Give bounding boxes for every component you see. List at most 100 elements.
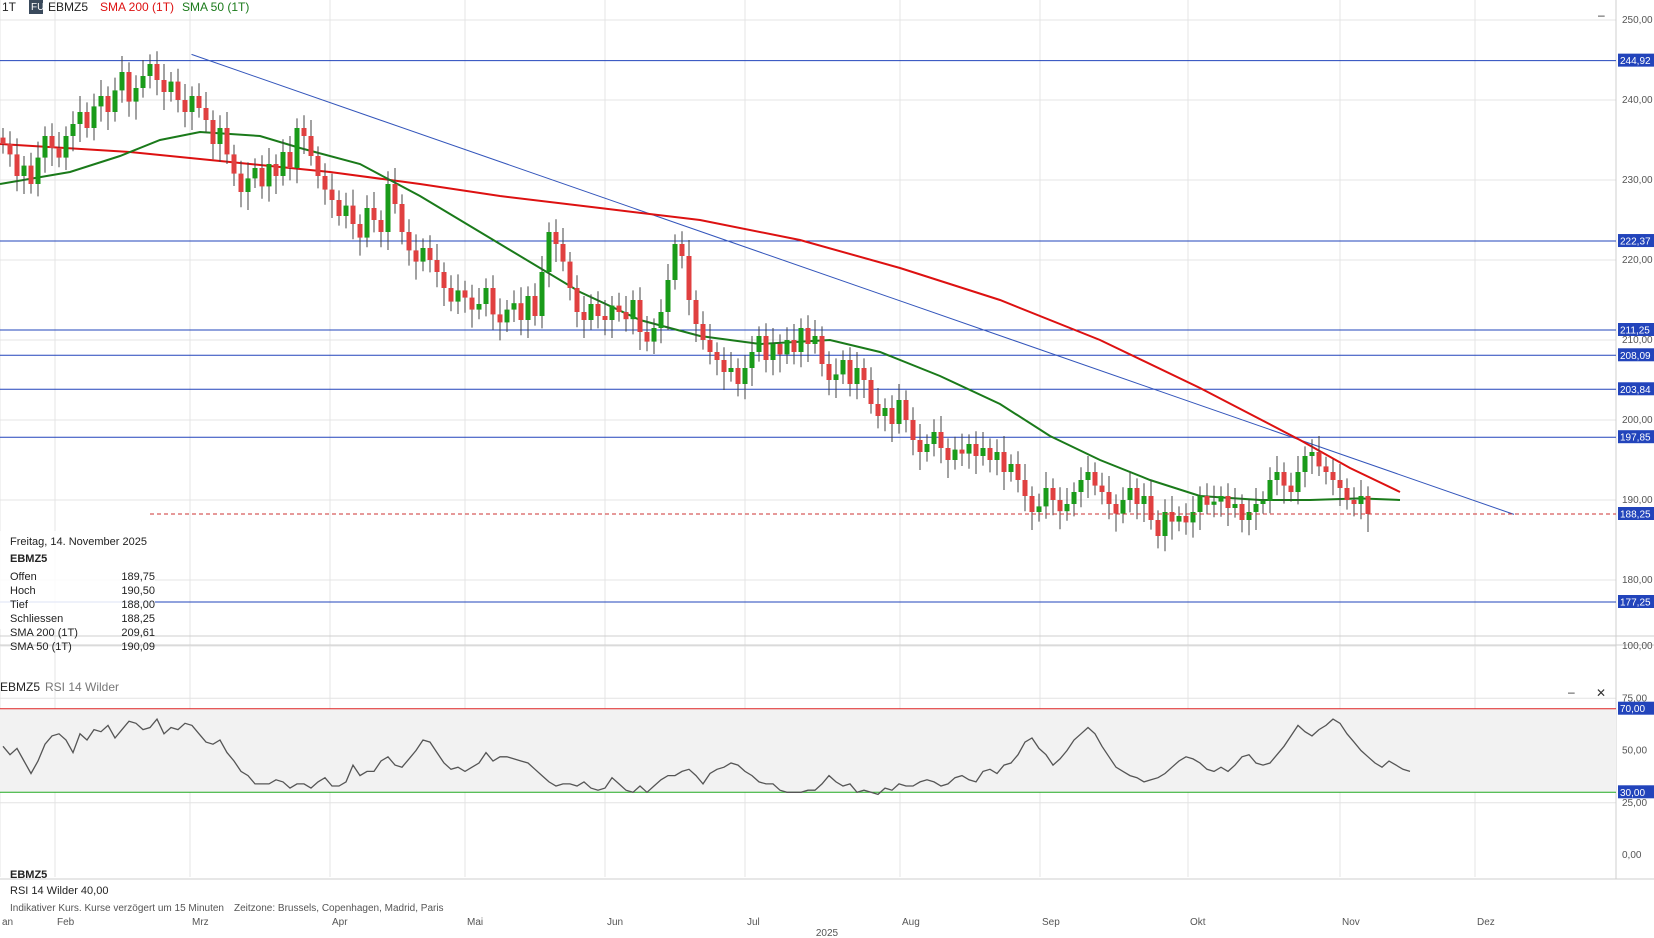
x-tick-label: Feb xyxy=(57,917,75,928)
candle-body xyxy=(812,336,818,344)
candle-body xyxy=(147,64,153,76)
candle-body xyxy=(826,364,832,380)
interval-label[interactable]: 1T xyxy=(2,0,17,14)
info-row-value: 188,25 xyxy=(121,613,155,625)
candle-body xyxy=(546,232,552,272)
rsi-title-indicator: RSI 14 Wilder xyxy=(45,680,119,694)
level-badge xyxy=(1618,382,1654,396)
candle-body xyxy=(959,449,965,454)
candle-body xyxy=(504,309,510,323)
candle-body xyxy=(1204,496,1210,505)
candle-body xyxy=(238,173,244,192)
candle-body xyxy=(1148,496,1154,520)
candle-body xyxy=(1141,496,1147,504)
candle-body xyxy=(532,296,538,316)
timezone-note: Zeitzone: Brussels, Copenhagen, Madrid, … xyxy=(234,903,444,914)
rsi-y-tick-label: 100,00 xyxy=(1622,641,1653,652)
level-badge-label: 211,25 xyxy=(1620,326,1650,337)
rsi-band xyxy=(0,708,1616,793)
candle-body xyxy=(1309,452,1315,456)
candle-body xyxy=(1211,501,1217,505)
candle-body xyxy=(161,80,167,92)
candle-body xyxy=(994,452,1000,460)
candle-body xyxy=(1008,464,1014,472)
candle-body xyxy=(910,420,916,440)
y-tick-label: 250,00 xyxy=(1622,15,1653,26)
candle-body xyxy=(308,136,314,156)
candle-body xyxy=(1134,488,1140,504)
candle-body xyxy=(525,296,531,320)
rsi-minimize-button[interactable]: – xyxy=(1568,685,1575,699)
candle-body xyxy=(343,205,349,216)
candle-body xyxy=(1050,488,1056,500)
candle-body xyxy=(777,344,783,355)
candle-body xyxy=(1078,480,1084,492)
rsi-title-symbol: EBMZ5 xyxy=(0,680,40,694)
candle-body xyxy=(112,90,118,112)
x-tick-label: an xyxy=(2,917,13,928)
sma50-legend[interactable]: SMA 50 (1T) xyxy=(182,0,249,14)
candle-body xyxy=(1365,496,1371,514)
candle-body xyxy=(1239,504,1245,520)
rsi-level-badge-label: 30,00 xyxy=(1620,788,1645,799)
candle-body xyxy=(833,374,839,380)
info-box xyxy=(0,531,155,629)
candle-body xyxy=(1001,452,1007,472)
level-badge-label: 177,25 xyxy=(1620,598,1651,609)
x-tick-label: Okt xyxy=(1190,917,1206,928)
candle-body xyxy=(63,136,69,158)
candle-body xyxy=(175,81,181,100)
minimize-button[interactable]: – xyxy=(1598,8,1605,22)
candle-body xyxy=(455,290,461,302)
candle-body xyxy=(819,336,825,364)
candle-body xyxy=(623,312,629,320)
candle-body xyxy=(840,360,846,375)
info-row-label: Offen xyxy=(10,571,37,583)
level-badge-label: 197,85 xyxy=(1620,433,1651,444)
info-row-value: 189,75 xyxy=(121,571,155,583)
candle-body xyxy=(1316,452,1322,467)
sma50-line xyxy=(0,130,1401,501)
rsi-info-symbol: EBMZ5 xyxy=(10,869,47,881)
candle-body xyxy=(1169,512,1175,522)
candle-body xyxy=(350,205,356,224)
candle-body xyxy=(1029,496,1035,512)
y-tick-label: 210,00 xyxy=(1622,335,1653,346)
candle-body xyxy=(903,400,909,420)
candle-body xyxy=(1092,472,1098,486)
year-label: 2025 xyxy=(816,928,839,938)
candle-body xyxy=(805,328,811,344)
x-tick-label: Apr xyxy=(332,917,348,928)
delay-note: Indikativer Kurs. Kurse verzögert um 15 … xyxy=(10,903,224,914)
candle-body xyxy=(658,312,664,328)
candle-body xyxy=(980,448,986,456)
x-tick-label: Dez xyxy=(1477,917,1495,928)
candle-body xyxy=(721,360,727,372)
info-row-value: 190,09 xyxy=(121,641,155,653)
level-badge xyxy=(1618,430,1654,444)
candle-body xyxy=(483,288,489,304)
candle-body xyxy=(364,208,370,238)
sma200-legend[interactable]: SMA 200 (1T) xyxy=(100,0,174,14)
fu-logo xyxy=(29,0,43,14)
candle-body xyxy=(1267,480,1273,501)
candle-body xyxy=(91,106,97,128)
candle-body xyxy=(301,128,307,136)
candle-body xyxy=(847,360,853,384)
candle-body xyxy=(273,164,279,176)
candle-body xyxy=(14,154,20,176)
rsi-close-button[interactable]: ✕ xyxy=(1596,686,1606,700)
candle-body xyxy=(1113,504,1119,514)
candle-body xyxy=(1295,472,1301,492)
candle-body xyxy=(784,340,790,355)
candle-body xyxy=(329,189,335,200)
candle-body xyxy=(105,96,111,112)
candle-body xyxy=(616,305,622,312)
symbol-label: EBMZ5 xyxy=(48,0,88,14)
candle-body xyxy=(245,178,251,192)
candle-body xyxy=(882,408,888,416)
candle-body xyxy=(1183,516,1189,523)
candle-body xyxy=(763,336,769,360)
candle-body xyxy=(385,184,391,232)
candle-body xyxy=(140,76,146,88)
